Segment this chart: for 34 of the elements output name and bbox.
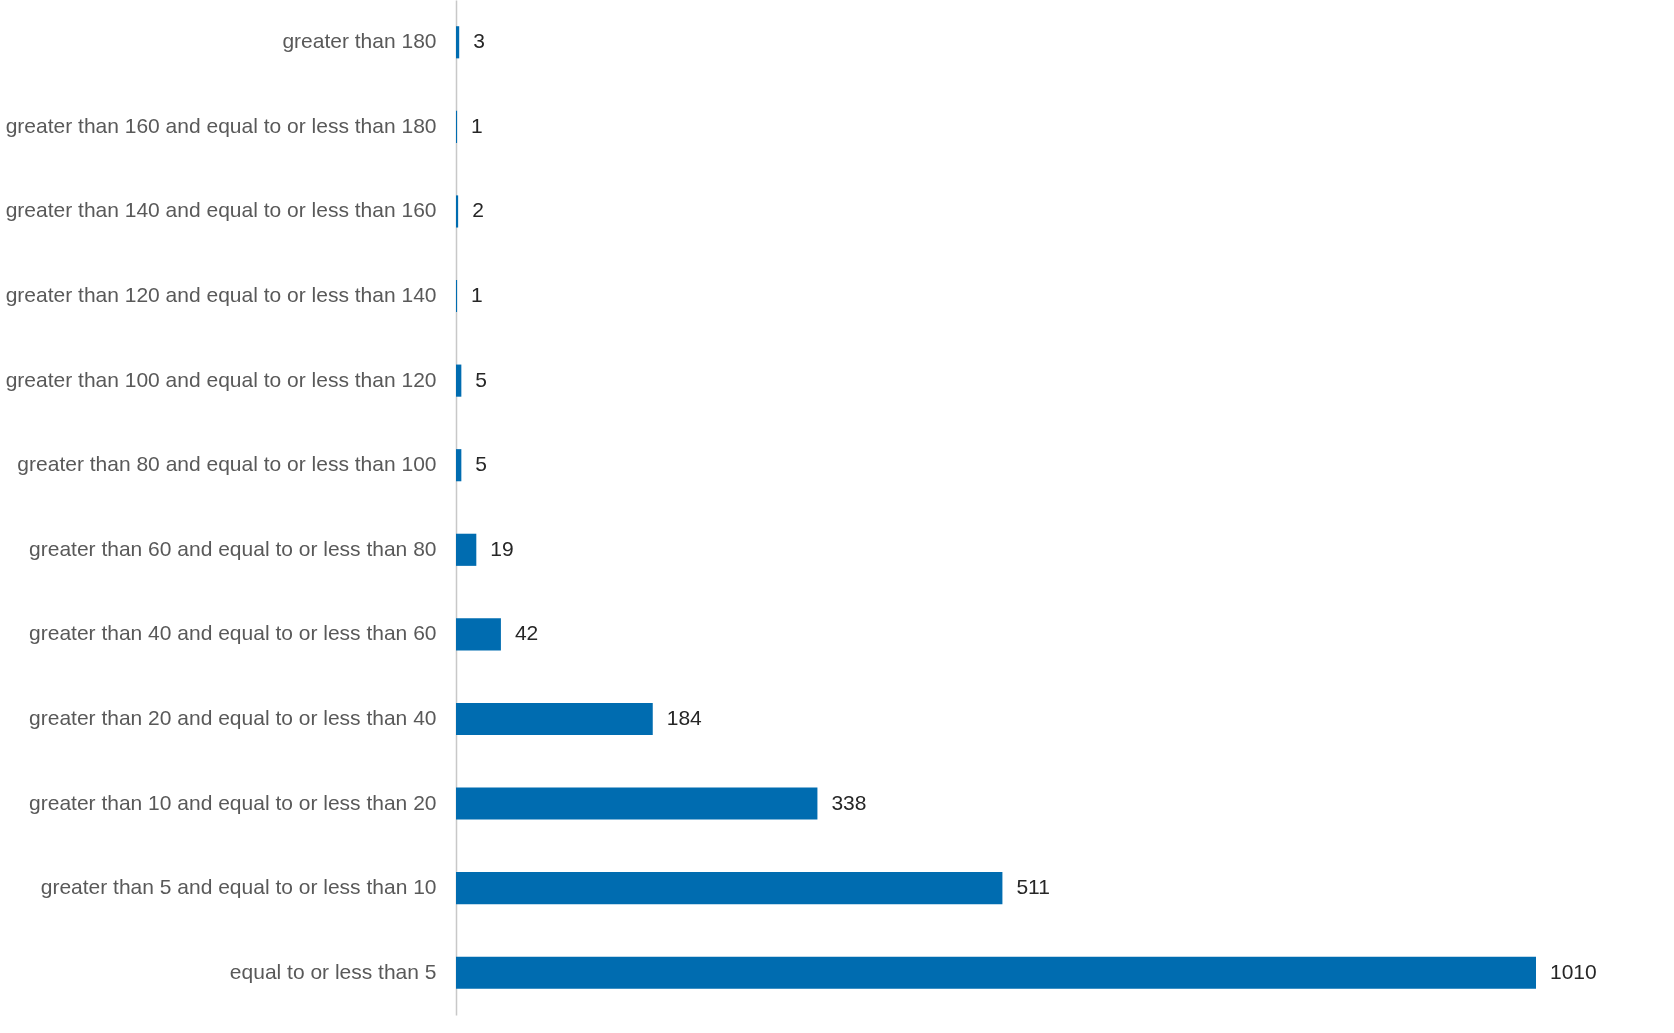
data-label: 184	[666, 705, 703, 729]
y-tick-label: greater than 10 and equal to or less than 20	[29, 790, 437, 814]
bar	[456, 702, 653, 736]
data-label: 1	[471, 283, 483, 307]
data-label: 1010	[1550, 959, 1597, 983]
y-tick-label: greater than 20 and equal to or less than 40	[29, 705, 437, 729]
y-tick-label: greater than 40 and equal to or less than 60	[29, 621, 437, 645]
bar	[456, 364, 462, 397]
bar	[456, 195, 459, 228]
y-tick-label: equal to or less than 5	[229, 959, 437, 983]
data-label: 3	[473, 29, 485, 53]
data-label: 338	[831, 790, 867, 814]
bar	[456, 872, 1003, 905]
bar	[456, 618, 501, 651]
y-tick-label: greater than 80 and equal to or less than 100	[17, 452, 437, 476]
bar	[456, 956, 1536, 989]
y-tick-label: greater than 100 and equal to or less than 120	[5, 367, 437, 391]
bar	[456, 787, 818, 820]
y-tick-label: greater than 5 and equal to or less than 10	[40, 875, 437, 899]
y-tick-label: greater than 140 and equal to or less than 160	[5, 198, 437, 222]
bar	[456, 533, 477, 566]
y-tick-label: greater than 180	[282, 29, 437, 53]
bar	[456, 26, 460, 59]
bar	[456, 449, 462, 482]
data-label: 42	[514, 621, 539, 645]
data-label: 5	[475, 452, 488, 476]
y-tick-label: greater than 120 and equal to or less than 140	[5, 283, 437, 307]
data-label: 1	[471, 113, 483, 137]
data-label: 2	[472, 198, 484, 222]
data-label: 5	[475, 367, 488, 391]
y-tick-label: greater than 60 and equal to or less than 80	[29, 536, 437, 560]
y-tick-label: greater than 160 and equal to or less than 180	[5, 113, 437, 137]
data-label: 19	[490, 536, 514, 560]
data-label: 511	[1016, 875, 1050, 899]
